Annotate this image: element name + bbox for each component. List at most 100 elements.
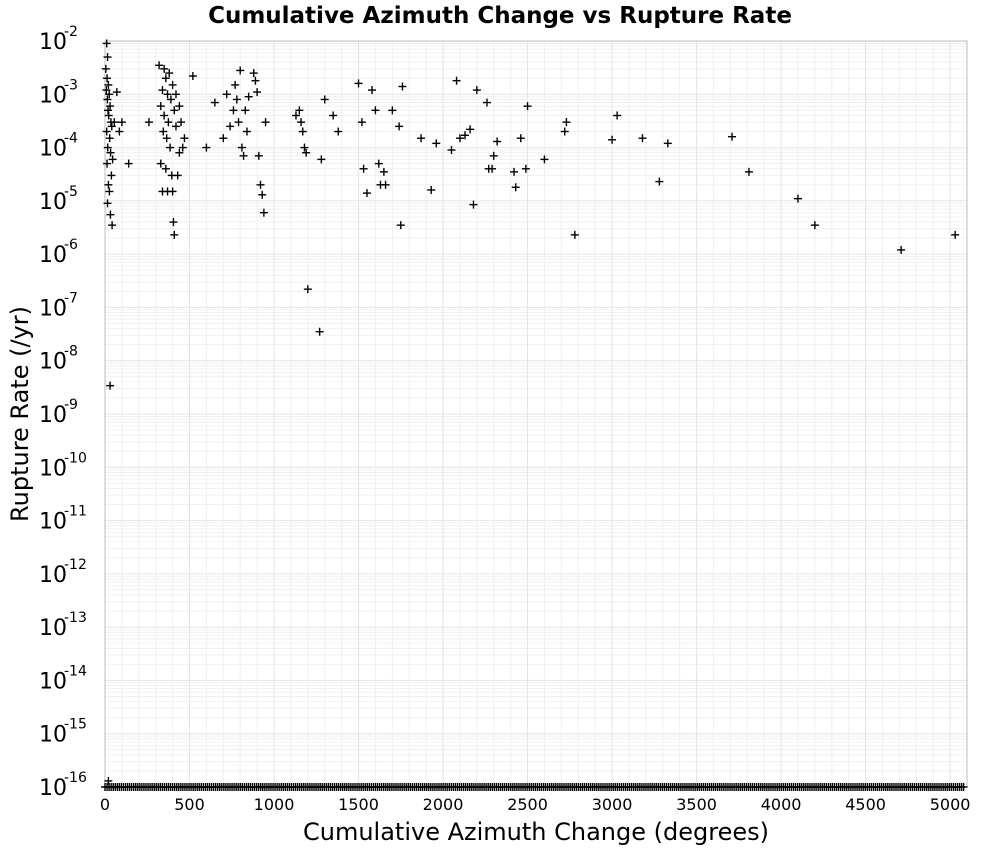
data-point <box>173 171 182 180</box>
data-point <box>171 122 180 131</box>
data-point <box>103 159 112 168</box>
data-point <box>461 131 470 140</box>
data-point <box>105 187 114 196</box>
y-tick-exponent: -15 <box>64 717 87 733</box>
data-point <box>168 80 177 89</box>
data-point <box>177 118 186 127</box>
data-point <box>489 151 498 160</box>
data-point <box>258 190 267 199</box>
y-tick-label: 10-16 <box>39 770 87 801</box>
data-point <box>104 111 113 120</box>
data-point <box>334 127 343 136</box>
y-tick-label: 10-3 <box>39 77 78 108</box>
data-point <box>302 148 311 157</box>
data-point <box>106 381 115 390</box>
data-point <box>188 72 197 81</box>
data-point <box>253 88 262 97</box>
data-point <box>959 783 968 791</box>
data-point <box>175 148 184 157</box>
y-tick-label: 10-15 <box>39 717 87 748</box>
data-point <box>897 245 906 254</box>
data-point <box>259 208 268 217</box>
data-point <box>104 776 113 785</box>
data-point <box>357 118 366 127</box>
data-point <box>158 86 167 95</box>
x-tick-label: 3500 <box>676 795 717 814</box>
data-point <box>951 230 960 239</box>
data-point <box>317 155 326 164</box>
y-tick-base: 10 <box>39 243 67 268</box>
y-tick-label: 10-10 <box>39 450 87 481</box>
data-point <box>244 92 253 101</box>
data-point <box>447 146 456 155</box>
data-point <box>106 210 115 219</box>
data-point <box>388 106 397 115</box>
data-point <box>170 230 179 239</box>
data-point <box>105 134 114 143</box>
data-point <box>455 134 464 143</box>
data-point <box>251 76 260 85</box>
data-point <box>613 111 622 120</box>
data-point <box>452 76 461 85</box>
y-tick-exponent: -16 <box>64 770 87 786</box>
chart-title: Cumulative Azimuth Change vs Rupture Rat… <box>208 3 792 29</box>
data-point <box>117 118 126 127</box>
data-point <box>242 127 251 136</box>
data-point <box>160 64 169 73</box>
data-point <box>291 111 300 120</box>
data-point <box>432 139 441 148</box>
y-tick-label: 10-4 <box>39 131 78 162</box>
data-point <box>359 164 368 173</box>
data-point <box>105 90 114 99</box>
data-point <box>178 143 187 152</box>
data-point <box>226 122 235 131</box>
data-point <box>103 199 112 208</box>
data-point <box>229 106 238 115</box>
y-tick-exponent: -8 <box>64 344 78 360</box>
data-point <box>210 98 219 107</box>
data-point <box>222 90 231 99</box>
y-tick-base: 10 <box>39 296 67 321</box>
data-point <box>104 80 113 89</box>
y-tick-exponent: -2 <box>64 24 78 40</box>
data-point <box>261 118 270 127</box>
data-point <box>241 106 250 115</box>
data-point <box>107 171 116 180</box>
data-point <box>303 285 312 294</box>
x-tick-label: 3000 <box>592 795 633 814</box>
data-point <box>320 95 329 104</box>
data-point <box>466 125 475 134</box>
y-tick-exponent: -3 <box>64 77 78 93</box>
data-point <box>102 39 111 48</box>
data-point <box>493 137 502 146</box>
data-point <box>103 74 112 83</box>
y-tick-base: 10 <box>39 563 67 588</box>
data-point <box>297 118 306 127</box>
plot-grid <box>104 40 968 788</box>
data-point <box>521 164 530 173</box>
data-point <box>161 74 170 83</box>
data-point <box>155 61 164 70</box>
y-tick-exponent: -12 <box>64 557 87 573</box>
data-point <box>256 180 265 189</box>
data-point <box>315 327 324 336</box>
y-tick-base: 10 <box>39 137 67 162</box>
y-tick-base: 10 <box>39 723 67 748</box>
data-point <box>744 167 753 176</box>
data-point <box>560 127 569 136</box>
data-point <box>300 143 309 152</box>
data-point <box>371 106 380 115</box>
y-tick-label: 10-5 <box>39 184 78 215</box>
data-point <box>381 180 390 189</box>
data-point <box>108 221 117 230</box>
data-point <box>249 69 258 78</box>
data-points <box>101 39 968 791</box>
data-point <box>162 134 171 143</box>
data-point <box>239 151 248 160</box>
y-tick-base: 10 <box>39 403 67 428</box>
data-point <box>354 79 363 88</box>
data-point <box>379 167 388 176</box>
y-tick-label: 10-14 <box>39 663 87 694</box>
y-tick-exponent: -5 <box>64 184 78 200</box>
data-point <box>374 159 383 168</box>
